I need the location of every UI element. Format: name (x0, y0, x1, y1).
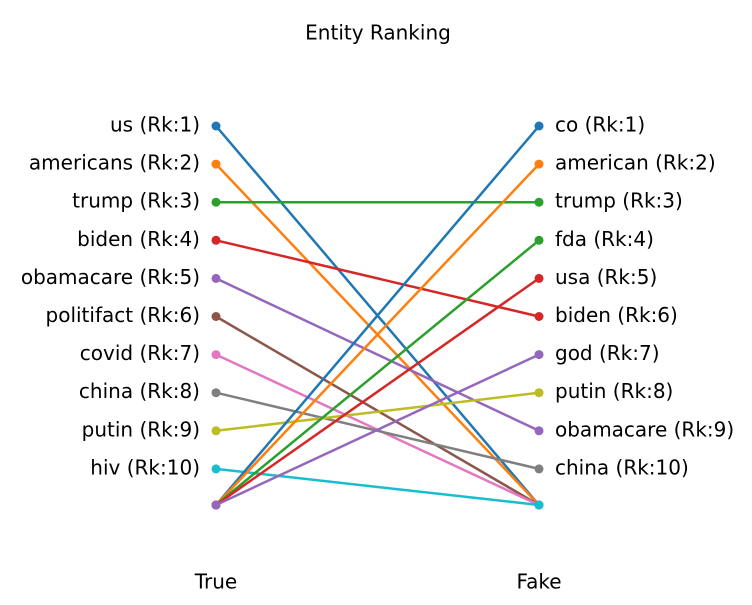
left-label: covid (Rk:7) (80, 341, 200, 365)
unranked-dot (534, 500, 544, 510)
slope-line (215, 125, 540, 506)
right-label: biden (Rk:6) (555, 303, 678, 327)
slope-line (215, 239, 540, 506)
right-label: putin (Rk:8) (555, 379, 673, 403)
left-label: biden (Rk:4) (77, 227, 200, 251)
right-label: american (Rk:2) (555, 151, 716, 175)
slope-line (215, 239, 540, 318)
left-label: americans (Rk:2) (29, 151, 200, 175)
dot (534, 350, 544, 360)
dot (534, 235, 544, 245)
slope-line (215, 467, 540, 507)
dot (211, 235, 221, 245)
dot (211, 159, 221, 169)
slope-line (215, 353, 540, 507)
right-label: god (Rk:7) (555, 341, 660, 365)
right-label: trump (Rk:3) (555, 189, 683, 213)
dot (534, 312, 544, 321)
left-label: china (Rk:8) (79, 379, 200, 403)
left-label: obamacare (Rk:5) (21, 265, 200, 289)
dot (211, 121, 221, 131)
dot (534, 121, 544, 131)
x-tick-label: True (194, 570, 237, 594)
dot (211, 388, 221, 398)
left-label: putin (Rk:9) (82, 417, 200, 441)
dot (534, 197, 544, 207)
slope-line (215, 163, 540, 506)
dot (534, 426, 544, 436)
right-label: fda (Rk:4) (555, 227, 654, 251)
slope-line (215, 277, 540, 432)
dot (211, 197, 221, 207)
left-label: us (Rk:1) (110, 113, 200, 137)
right-label: china (Rk:10) (555, 455, 689, 479)
dot (211, 426, 221, 436)
chart-title: Entity Ranking (305, 21, 451, 45)
left-label: hiv (Rk:10) (90, 455, 200, 479)
left-label: trump (Rk:3) (72, 189, 200, 213)
slope-line (215, 391, 540, 433)
right-label: co (Rk:1) (555, 113, 645, 137)
slope-line (215, 277, 540, 507)
dot (534, 273, 544, 283)
dot (211, 350, 221, 360)
right-label: obamacare (Rk:9) (555, 417, 734, 441)
dot (534, 159, 544, 169)
dot (534, 464, 544, 474)
dot (211, 464, 221, 474)
x-tick-label: Fake (516, 570, 561, 594)
left-label: politifact (Rk:6) (46, 303, 200, 327)
unranked-dot (211, 500, 221, 510)
right-label: usa (Rk:5) (555, 265, 657, 289)
dot (534, 388, 544, 398)
dot (211, 273, 221, 283)
dot (211, 312, 221, 321)
